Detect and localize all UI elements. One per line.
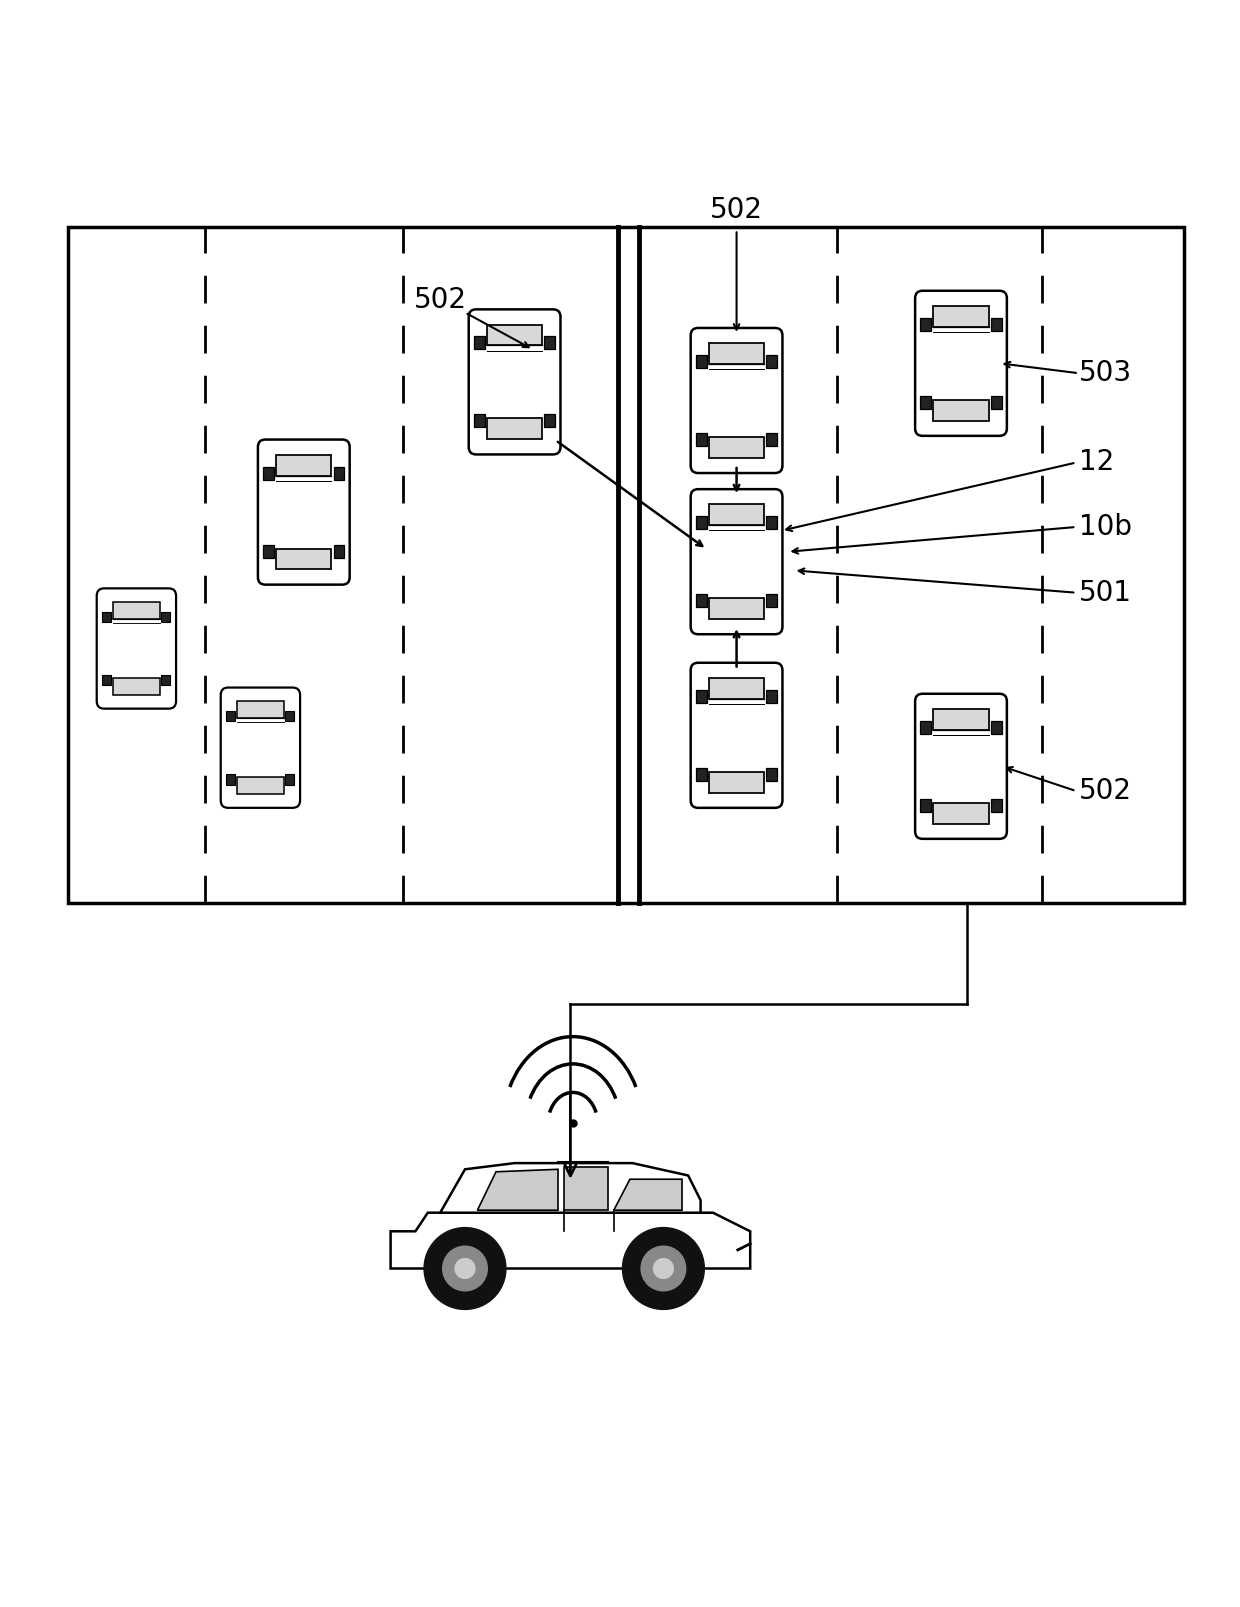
Bar: [68, 227, 1184, 903]
Bar: [263, 466, 274, 479]
Bar: [277, 455, 331, 476]
Circle shape: [455, 1258, 475, 1279]
Polygon shape: [477, 1170, 558, 1210]
Bar: [474, 336, 485, 349]
Bar: [285, 710, 294, 722]
Bar: [696, 689, 707, 702]
Bar: [766, 768, 777, 781]
Bar: [920, 318, 931, 331]
Circle shape: [424, 1228, 506, 1310]
Bar: [920, 799, 931, 812]
Bar: [696, 768, 707, 781]
Polygon shape: [440, 1163, 701, 1213]
Bar: [487, 418, 542, 439]
Bar: [277, 548, 331, 569]
Bar: [113, 603, 160, 619]
FancyBboxPatch shape: [691, 489, 782, 635]
Bar: [709, 771, 764, 792]
FancyBboxPatch shape: [221, 688, 300, 808]
Bar: [709, 344, 764, 365]
Bar: [237, 778, 284, 794]
FancyBboxPatch shape: [258, 440, 350, 585]
Bar: [103, 612, 112, 622]
Bar: [709, 437, 764, 458]
Bar: [934, 709, 988, 730]
Bar: [991, 318, 1002, 331]
Polygon shape: [564, 1167, 608, 1210]
Bar: [237, 701, 284, 718]
Bar: [285, 775, 294, 784]
Circle shape: [641, 1245, 686, 1290]
Text: 503: 503: [1079, 360, 1132, 387]
Bar: [766, 355, 777, 368]
Bar: [709, 678, 764, 699]
Bar: [474, 415, 485, 427]
Bar: [709, 598, 764, 619]
Text: 12: 12: [1079, 448, 1114, 477]
Bar: [334, 466, 345, 479]
Bar: [487, 325, 542, 346]
Bar: [161, 612, 170, 622]
Text: 502: 502: [711, 196, 763, 225]
Bar: [696, 516, 707, 529]
Bar: [991, 395, 1002, 408]
Text: 501: 501: [1079, 579, 1132, 607]
Text: 502: 502: [1079, 778, 1132, 805]
Bar: [991, 720, 1002, 734]
Bar: [920, 720, 931, 734]
Bar: [544, 415, 556, 427]
Text: 502: 502: [414, 286, 466, 313]
Bar: [709, 505, 764, 525]
Bar: [161, 675, 170, 686]
FancyBboxPatch shape: [915, 694, 1007, 839]
Bar: [334, 545, 345, 558]
Bar: [696, 595, 707, 607]
Bar: [934, 305, 988, 326]
Bar: [113, 678, 160, 694]
Bar: [991, 799, 1002, 812]
Bar: [766, 689, 777, 702]
Bar: [696, 432, 707, 447]
Bar: [544, 336, 556, 349]
Bar: [934, 804, 988, 824]
Bar: [766, 516, 777, 529]
Bar: [103, 675, 112, 686]
Circle shape: [622, 1228, 704, 1310]
Bar: [263, 545, 274, 558]
Bar: [766, 595, 777, 607]
FancyBboxPatch shape: [915, 291, 1007, 435]
Text: 10b: 10b: [1079, 513, 1132, 542]
FancyBboxPatch shape: [97, 588, 176, 709]
Bar: [696, 355, 707, 368]
Polygon shape: [614, 1180, 682, 1210]
Bar: [227, 775, 236, 784]
Polygon shape: [391, 1213, 750, 1268]
FancyBboxPatch shape: [691, 662, 782, 808]
Bar: [227, 710, 236, 722]
FancyBboxPatch shape: [691, 328, 782, 472]
Bar: [934, 400, 988, 421]
Bar: [920, 395, 931, 408]
Circle shape: [443, 1245, 487, 1290]
Circle shape: [653, 1258, 673, 1279]
FancyBboxPatch shape: [469, 310, 560, 455]
Bar: [766, 432, 777, 447]
